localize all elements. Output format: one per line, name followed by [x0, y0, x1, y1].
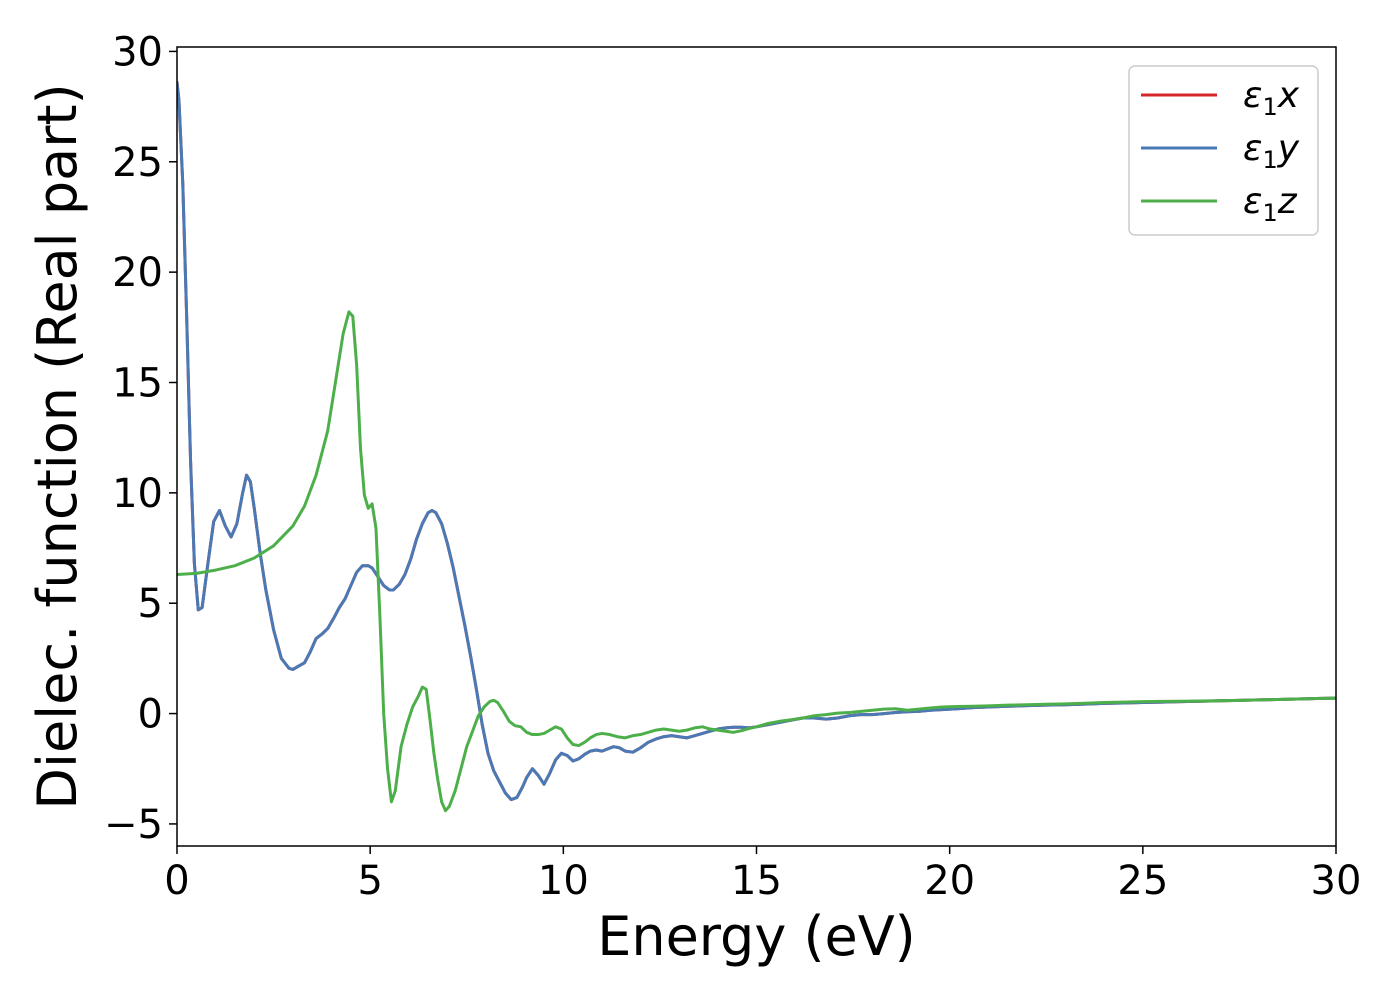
x-tick-label: 20	[924, 858, 975, 904]
x-tick-label: 25	[1117, 858, 1168, 904]
legend-item-y: ε1y	[1141, 128, 1300, 174]
x-tick-label: 15	[731, 858, 782, 904]
y-tick-label: 20	[112, 250, 163, 296]
y-tick-label: 10	[112, 471, 163, 517]
series-line-z	[177, 310, 1336, 813]
x-tick-label: 0	[164, 858, 189, 904]
legend: ε1x ε1y ε1z	[1128, 65, 1319, 236]
legend-label: ε1y	[1243, 128, 1300, 174]
y-axis-label: Dielec. function (Real part)	[26, 83, 89, 809]
series-layer	[177, 80, 1336, 813]
y-tick-label: 30	[112, 29, 163, 75]
legend-box	[1128, 65, 1319, 236]
legend-label: ε1z	[1243, 181, 1298, 227]
x-tick-label: 30	[1311, 858, 1362, 904]
y-tick-label: −5	[104, 802, 163, 848]
x-axis: 0 5 10 15 20 25 30	[164, 846, 1361, 904]
x-axis-label: Energy (eV)	[597, 905, 916, 968]
x-tick-label: 5	[357, 858, 382, 904]
y-tick-label: 5	[138, 581, 163, 627]
y-tick-label: 0	[138, 692, 163, 738]
y-axis: −5 0 5 10 15 20 25 30	[104, 29, 177, 848]
y-tick-label: 25	[112, 140, 163, 186]
series-line-y	[177, 80, 1336, 802]
x-tick-label: 10	[538, 858, 589, 904]
legend-item-x: ε1x	[1141, 75, 1300, 121]
legend-label: ε1x	[1243, 75, 1300, 121]
y-tick-label: 15	[112, 360, 163, 406]
legend-item-z: ε1z	[1141, 181, 1298, 227]
